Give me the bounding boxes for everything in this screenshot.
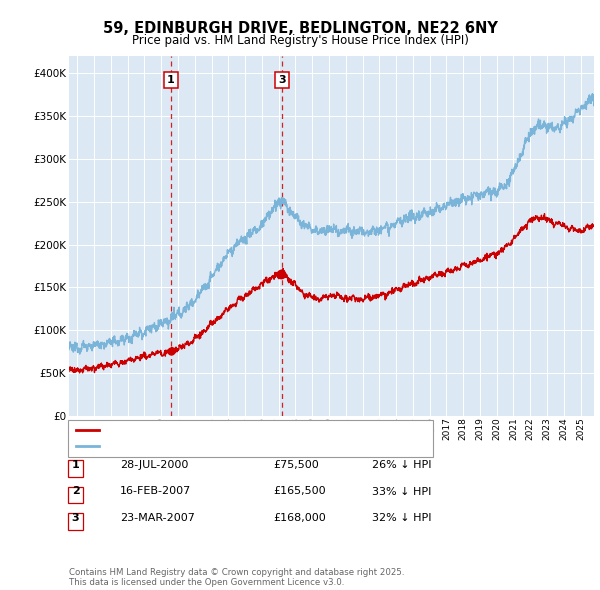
Text: £75,500: £75,500	[273, 460, 319, 470]
Text: 2: 2	[72, 487, 79, 496]
Text: 33% ↓ HPI: 33% ↓ HPI	[372, 487, 431, 496]
Text: 59, EDINBURGH DRIVE, BEDLINGTON, NE22 6NY (detached house): 59, EDINBURGH DRIVE, BEDLINGTON, NE22 6N…	[103, 425, 434, 435]
Text: HPI: Average price, detached house, Northumberland: HPI: Average price, detached house, Nort…	[103, 441, 369, 451]
Text: 32% ↓ HPI: 32% ↓ HPI	[372, 513, 431, 523]
Text: 16-FEB-2007: 16-FEB-2007	[120, 487, 191, 496]
Text: £165,500: £165,500	[273, 487, 326, 496]
Text: 59, EDINBURGH DRIVE, BEDLINGTON, NE22 6NY: 59, EDINBURGH DRIVE, BEDLINGTON, NE22 6N…	[103, 21, 497, 36]
Text: 28-JUL-2000: 28-JUL-2000	[120, 460, 188, 470]
Text: 23-MAR-2007: 23-MAR-2007	[120, 513, 195, 523]
Text: £168,000: £168,000	[273, 513, 326, 523]
Text: 1: 1	[72, 460, 79, 470]
Text: 26% ↓ HPI: 26% ↓ HPI	[372, 460, 431, 470]
Text: 1: 1	[167, 75, 175, 85]
Text: 3: 3	[278, 75, 286, 85]
Text: Price paid vs. HM Land Registry's House Price Index (HPI): Price paid vs. HM Land Registry's House …	[131, 34, 469, 47]
Text: Contains HM Land Registry data © Crown copyright and database right 2025.
This d: Contains HM Land Registry data © Crown c…	[69, 568, 404, 587]
Text: 3: 3	[72, 513, 79, 523]
